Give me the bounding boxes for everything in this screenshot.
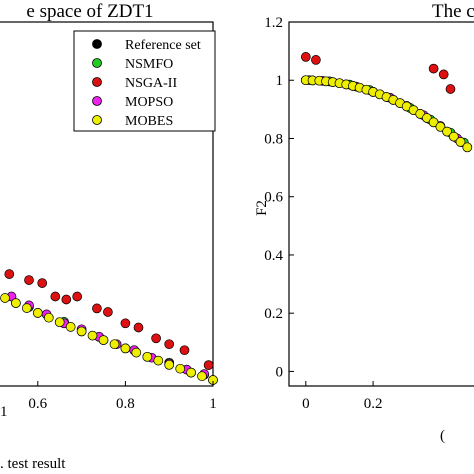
legend: Reference set NSMFO NSGA-II MOPSO MOBES (73, 30, 216, 132)
left-point-nsga-ii (179, 345, 190, 356)
left-point-mobes (21, 303, 32, 313)
right-point-mobes (435, 121, 446, 132)
left-point-mobes (109, 339, 120, 350)
left-point-mobes (54, 317, 65, 328)
left-point-nsga-ii (151, 333, 161, 344)
right-point-nsga-ii (300, 52, 311, 62)
left-point-nsga-ii (164, 339, 175, 350)
right-x-tick-label: 0 (302, 396, 310, 412)
right-y-tick-label: 0.2 (264, 306, 283, 322)
right-point-mobes (448, 131, 459, 142)
right-y-tick-label: 1 (276, 73, 284, 89)
left-chart-caption: . test result (0, 456, 66, 472)
left-point-nsga-ii (24, 275, 34, 285)
right-point-nsga-ii (311, 55, 321, 65)
left-point-nsga-ii (37, 278, 48, 288)
right-point-mobes (462, 142, 473, 153)
right-y-tick-label: 0.4 (264, 248, 283, 264)
left-point-mobes (76, 326, 87, 337)
legend-marker-nsga-ii (92, 77, 102, 87)
legend-label-mopso: MOPSO (125, 95, 173, 110)
left-point-nsga-ii (92, 303, 102, 314)
left-point-nsga-ii (103, 307, 113, 317)
left-point-mobes (120, 343, 131, 354)
legend-label-reference-set: Reference set (125, 38, 201, 53)
left-point-nsga-ii (72, 291, 83, 302)
left-chart-panel: e space of ZDT1 0.6 0.8 1 1 . test result … (0, 1, 218, 472)
left-point-nsga-ii (61, 294, 72, 305)
legend-label-mobes: MOBES (125, 114, 173, 129)
left-point-mobes (87, 330, 98, 341)
legend-marker-reference-set (92, 39, 102, 49)
left-point-nsga-ii (203, 360, 214, 370)
left-point-mobes (0, 293, 10, 303)
left-point-nsga-ii (4, 269, 15, 279)
left-x-tick-label: 0.8 (116, 396, 135, 412)
left-point-nsga-ii (133, 322, 144, 333)
right-point-mobes (442, 126, 452, 137)
right-plot-frame (288, 21, 474, 387)
legend-label-nsga-ii: NSGA-II (125, 76, 177, 91)
legend-marker-mobes (92, 115, 102, 125)
left-plot-frame (0, 21, 214, 387)
left-point-mobes (65, 322, 76, 332)
left-point-mobes (32, 308, 43, 318)
right-point-nsga-ii (438, 69, 449, 80)
left-x-axis-ticks: 0.6 0.8 1 (28, 381, 217, 412)
left-chart-title: e space of ZDT1 (26, 1, 153, 22)
right-chart-title: The c (432, 1, 474, 22)
right-y-axis-label: F2 (254, 200, 270, 216)
left-point-mobes (164, 359, 175, 370)
right-x-tick-label: 0.2 (364, 396, 383, 412)
left-x-tick-label: 0.6 (28, 396, 47, 412)
legend-marker-mopso (92, 96, 102, 106)
left-point-mobes (11, 298, 21, 308)
left-series-markers (0, 269, 218, 385)
left-point-mobes (142, 351, 153, 362)
right-y-tick-label: 0.6 (264, 190, 283, 206)
right-y-tick-label: 0.8 (264, 131, 283, 147)
right-x-axis-label: ( (440, 428, 445, 444)
right-point-mobes (455, 137, 466, 147)
left-point-nsga-ii (120, 318, 131, 329)
right-point-mobes (428, 117, 439, 128)
left-point-mobes (175, 363, 186, 374)
left-x-tick-label: 1 (209, 396, 217, 412)
right-chart-panel: The c 0 0.2 00.20.40.60.811.2 F2 ( (254, 1, 474, 444)
left-point-mobes (98, 335, 109, 345)
left-point-nsga-ii (50, 291, 61, 302)
legend-label-nsmfo: NSMFO (125, 57, 173, 72)
left-point-mobes (43, 312, 54, 323)
left-point-mobes (186, 367, 196, 378)
right-x-axis-ticks: 0 0.2 (302, 381, 382, 412)
left-point-mobes (153, 355, 164, 366)
right-y-tick-label: 0 (276, 364, 284, 380)
left-x-axis-label: 1 (0, 404, 8, 420)
right-point-nsga-ii (445, 84, 456, 94)
legend-marker-nsmfo (92, 58, 102, 68)
right-y-tick-label: 1.2 (264, 15, 283, 31)
right-point-nsga-ii (428, 63, 439, 74)
left-point-mobes (197, 371, 207, 382)
right-y-axis-ticks: 0 0.2 0.4 0.6 0.8 1 1.2 (264, 15, 294, 380)
right-series-markers (300, 52, 473, 153)
left-point-mobes (131, 347, 142, 358)
